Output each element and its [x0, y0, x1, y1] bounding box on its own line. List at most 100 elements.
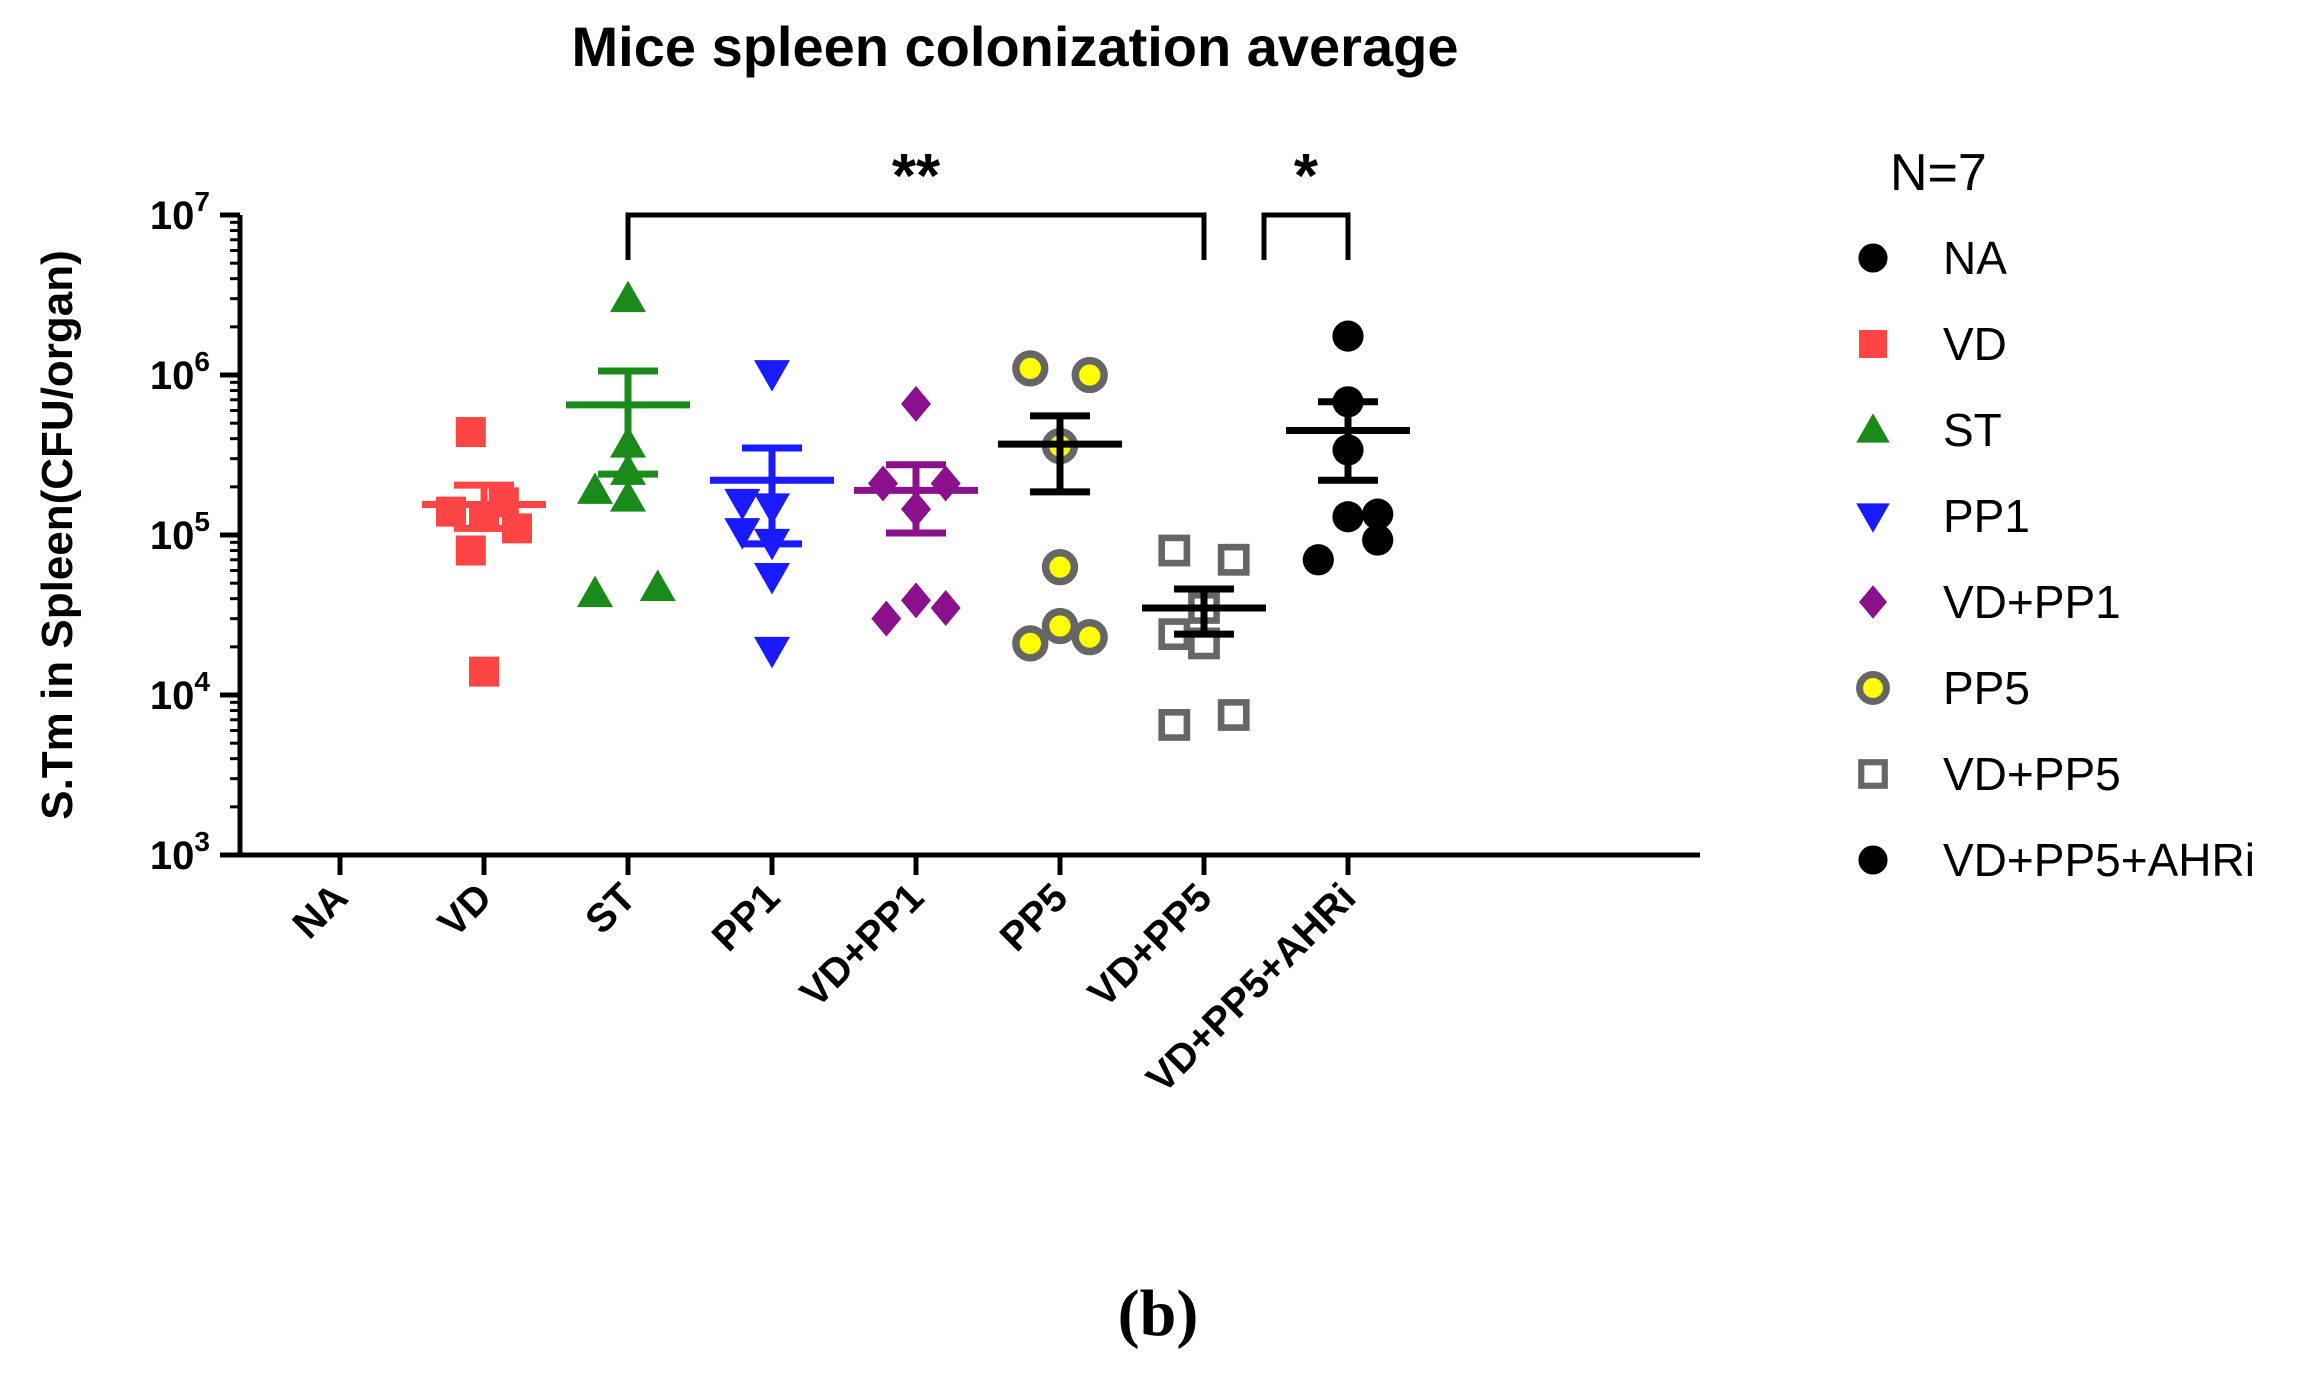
legend-marker [1856, 671, 1890, 705]
x-category-label: VD+PP1 [792, 875, 932, 1015]
marker-ring [1071, 618, 1108, 656]
data-point [1012, 350, 1049, 387]
legend-marker [1856, 413, 1890, 443]
data-point [1041, 607, 1079, 645]
data-point [724, 488, 761, 521]
mean-sem-bars [422, 367, 1410, 638]
y-tick-base: 10 [150, 674, 195, 718]
data-point [577, 472, 613, 504]
panel-label: (b) [1118, 1277, 1199, 1350]
data-point [901, 582, 931, 619]
data-point [1362, 524, 1394, 556]
data-point [577, 575, 613, 608]
data-point [754, 636, 790, 669]
data-point [1158, 709, 1191, 741]
data-point [901, 385, 931, 422]
legend-marker [1856, 503, 1890, 533]
y-tick-label: 106 [150, 346, 210, 398]
marker-ring [1012, 625, 1049, 662]
data-point [455, 417, 486, 448]
data-point [1217, 543, 1250, 576]
legend-title: N=7 [1890, 144, 1987, 202]
significance-bracket [1261, 212, 1351, 260]
data-point [930, 589, 961, 626]
data-point [1302, 544, 1334, 576]
legend-marker [1858, 759, 1888, 789]
legend: NA VD ST PP1 VD+PP1 PP5 VD+PP5 VD+PP5+AHRi [1856, 232, 2255, 886]
legend-marker [1858, 845, 1888, 875]
significance-bracket [625, 212, 1207, 260]
data-point [1012, 625, 1049, 662]
significance-label: ** [892, 142, 941, 211]
marker-ring [1041, 548, 1079, 586]
legend-item: VD+PP1 [1859, 576, 2121, 628]
legend-label: VD+PP1 [1943, 576, 2121, 628]
data-point [639, 569, 676, 601]
legend-item: VD [1859, 318, 2007, 370]
legend-marker [1858, 243, 1888, 273]
data-point [1332, 320, 1364, 352]
y-axis-label: S.Tm in Spleen(CFU/organ) [33, 250, 82, 820]
data-point [1217, 699, 1250, 731]
legend-label: PP5 [1943, 662, 2030, 714]
data-point [754, 563, 790, 595]
data-point [868, 465, 898, 502]
legend-label: VD+PP5+AHRi [1943, 834, 2255, 886]
significance-brackets: ** * [625, 142, 1351, 260]
data-point [610, 280, 646, 313]
marker-ring [1041, 607, 1079, 645]
y-tick-base: 10 [150, 834, 195, 878]
marker-ring [1856, 671, 1890, 705]
legend-label: ST [1943, 404, 2002, 456]
x-category-label: NA [284, 875, 356, 947]
data-point [1332, 501, 1364, 533]
marker-ring [1012, 350, 1049, 387]
data-point [930, 465, 961, 502]
legend-label: VD+PP5 [1943, 748, 2121, 800]
y-tick-base: 10 [150, 194, 195, 238]
y-tick-base: 10 [150, 514, 195, 558]
marker-ring [1071, 356, 1108, 394]
data-point [1041, 548, 1079, 586]
legend-item: VD+PP5 [1858, 748, 2121, 800]
legend-item: PP1 [1856, 490, 2030, 542]
x-category-label: VD [430, 875, 500, 945]
legend-item: VD+PP5+AHRi [1858, 834, 2255, 886]
data-point [610, 480, 646, 512]
data-point [754, 360, 790, 392]
legend-marker [1859, 330, 1887, 358]
legend-item: NA [1858, 232, 2007, 284]
y-tick-label: 104 [150, 666, 211, 718]
legend-label: VD [1943, 318, 2007, 370]
legend-label: NA [1943, 232, 2007, 284]
data-point [871, 600, 902, 637]
y-tick-label: 107 [150, 186, 210, 238]
data-point [724, 518, 761, 550]
data-point [455, 535, 486, 566]
y-tick-label: 105 [150, 506, 210, 558]
legend-item: PP5 [1856, 662, 2030, 714]
y-tick-exponent: 6 [194, 346, 210, 377]
x-category-label: ST [577, 875, 644, 942]
data-point [469, 656, 499, 687]
chart-title: Mice spleen colonization average [572, 15, 1459, 78]
x-category-label: VD+PP5 [1080, 875, 1220, 1015]
y-tick-exponent: 3 [194, 826, 210, 857]
data-point [1362, 498, 1394, 530]
data-points [436, 280, 1394, 741]
x-category-label: PP1 [704, 875, 789, 960]
legend-item: ST [1856, 404, 2002, 456]
y-tick-label: 103 [150, 826, 210, 878]
axes [237, 215, 1700, 858]
y-tick-base: 10 [150, 354, 195, 398]
y-tick-exponent: 7 [194, 186, 210, 217]
data-point [1158, 534, 1191, 567]
x-category-label: PP5 [992, 875, 1077, 960]
y-tick-exponent: 4 [194, 666, 210, 697]
legend-label: PP1 [1943, 490, 2030, 542]
data-point [1071, 618, 1108, 656]
data-point [1071, 356, 1108, 394]
